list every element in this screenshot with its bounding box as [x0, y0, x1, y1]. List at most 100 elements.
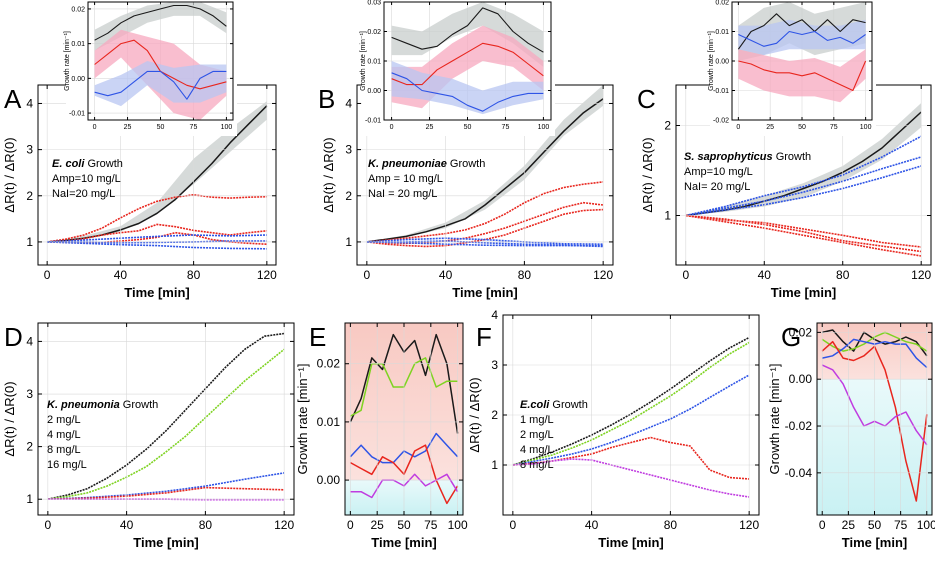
panel-b-ytick-label: 1: [345, 235, 352, 249]
panel-c-inset-ytick-label: 0.02: [715, 0, 729, 7]
panel-a-legend-title-growth: Growth: [84, 158, 123, 170]
panel-d-plot-area: [47, 332, 285, 501]
panel-d-letter: D: [4, 322, 23, 352]
panel-c-ylabel: ΔR(t) / ΔR(0): [640, 137, 655, 212]
panel-d: 0 40 80 120 1 2 3 4 Time [min] ΔR(t) / ΔR(0) D K. p…: [2, 322, 295, 550]
panel-e-xtick-label: 0: [347, 518, 354, 532]
panel-b: 0 40 80 120 1 2 3 4 Time [min] ΔR(t) / ΔR(0) B K. p…: [318, 84, 614, 300]
panel-c-legend-title-growth: Growth: [773, 151, 812, 163]
panel-c-series-1: [685, 135, 922, 217]
panel-f-series-4: [512, 458, 750, 498]
panel-c-series-2: [685, 156, 922, 217]
panel-c-series-4: [685, 214, 922, 248]
panel-d-series-1: [47, 348, 285, 500]
panel-d-xtick-label: 80: [199, 518, 213, 532]
panel-f-series-2: [512, 374, 750, 466]
panel-d-series-2: [47, 472, 285, 500]
panel-f-legend-entry: 4 mg/L: [520, 444, 554, 456]
panel-a-inset-ytick-label: -0.01: [69, 111, 85, 118]
panel-c-xlabel: Time [min]: [771, 285, 837, 300]
panel-b-legend-entry: Amp = 10 mg/L: [368, 173, 443, 185]
panel-b-inset-xtick-label: 100: [538, 124, 550, 131]
panel-d-xtick-label: 0: [45, 518, 52, 532]
panel-d-ytick-label: 4: [26, 334, 33, 348]
panel-f-legend-title: E.coli Growth: [520, 399, 588, 411]
panel-d-ytick-label: 3: [26, 387, 33, 401]
panel-f-ylabel: ΔR(t) / ΔR(0): [467, 377, 482, 452]
panel-c-inset-plot: [737, 2, 867, 103]
panel-c-inset-ytick-label: 0.01: [715, 29, 729, 36]
panel-e-xtick-label: 25: [371, 518, 385, 532]
panel-f-legend-entry: 2 mg/L: [520, 429, 554, 441]
panel-a-ytick-label: 4: [26, 96, 33, 110]
panel-g-letter: G: [781, 322, 801, 352]
panel-b-inset-ytick-label: 0.03: [367, 0, 381, 7]
panel-a-series-4: [47, 234, 267, 243]
panel-f-ytick-label: 2: [491, 408, 498, 422]
panel-f-xtick-label: 40: [585, 518, 599, 532]
panel-b-ylabel: ΔR(t) / ΔR(0): [321, 137, 336, 212]
panel-a-letter: A: [4, 84, 22, 114]
panel-g-ytick-label: 0.00: [789, 372, 813, 386]
panel-c-xtick-label: 80: [836, 268, 850, 282]
panel-a-legend-entry: Amp=10 mg/L: [52, 173, 121, 185]
panel-f-legend-entry: 8 mg/L: [520, 459, 554, 471]
panel-c-inset-xtick-label: 100: [860, 124, 872, 131]
panel-b-inset-series-0: [391, 7, 544, 53]
panel-a-series-6: [47, 241, 267, 250]
panel-c: 0 40 80 120 1 2 Time [min] ΔR(t) / ΔR(0) C S. sap…: [637, 84, 932, 300]
panel-g-ylabel: Growth rate [min⁻¹]: [767, 364, 782, 475]
panel-b-inset-series-1: [391, 42, 544, 86]
panel-c-inset-xtick-label: 50: [798, 124, 806, 131]
panel-e-ytick-label: 0.01: [317, 415, 341, 429]
panel-a-inset-ytick-label: 0.00: [71, 76, 85, 83]
panel-c-inset-series-0: [737, 13, 866, 50]
panel-a-xtick-label: 0: [44, 268, 51, 282]
panel-e-letter: E: [309, 322, 326, 352]
panel-b-letter: B: [318, 84, 335, 114]
panel-b-inset-xtick-label: 75: [502, 124, 510, 131]
panel-a-ytick-label: 2: [26, 189, 33, 203]
panel-b-xtick-label: 80: [518, 268, 532, 282]
panel-c-inset-ytick-label: 0.00: [715, 59, 729, 66]
panel-b-xtick-label: 40: [439, 268, 453, 282]
panel-d-xtick-label: 40: [120, 518, 134, 532]
panel-g-xtick-label: 75: [894, 518, 908, 532]
panel-b-inset-xtick-label: 0: [390, 124, 394, 131]
panel-e-xlabel: Time [min]: [371, 535, 437, 550]
panel-c-xtick-label: 120: [911, 268, 931, 282]
panel-d-legend-entry: 4 mg/L: [47, 429, 81, 441]
panel-e-frame-top: [344, 322, 464, 516]
panel-a-series-2: [47, 223, 267, 243]
panel-a-xlabel: Time [min]: [124, 285, 190, 300]
panel-b-legend-title: K. pneumoniae Growth: [368, 158, 485, 170]
panel-c-inset-xtick-label: 75: [830, 124, 838, 131]
panel-g-xtick-label: 50: [868, 518, 882, 532]
panel-b-series-0: [366, 98, 604, 243]
panel-b-legend-title-growth: Growth: [447, 158, 486, 170]
panel-f-legend-entry: 1 mg/L: [520, 414, 554, 426]
panel-b-ytick-label: 3: [345, 143, 352, 157]
panel-c-letter: C: [637, 84, 656, 114]
panel-d-legend-title-species: K. pneumonia: [47, 399, 120, 411]
panel-a-xtick-label: 40: [114, 268, 128, 282]
panel-b-ytick-label: 2: [345, 189, 352, 203]
panel-b-inset-plot: [391, 2, 544, 115]
panel-d-legend-entry: 2 mg/L: [47, 414, 81, 426]
panel-a-inset-xtick-label: 75: [190, 124, 198, 131]
panel-b-inset-band: [391, 61, 544, 115]
panel-a-inset-band: [94, 2, 227, 51]
panel-b-inset-frame-top: [383, 1, 552, 121]
panel-e-ytick-label: 0.02: [317, 357, 341, 371]
panel-a-xtick-label: 80: [187, 268, 201, 282]
panel-c-inset-frame-top: [731, 1, 873, 121]
panel-c-legend-title-species: S. saprophyticus: [684, 151, 773, 163]
panel-c-inset-series-2: [738, 30, 866, 47]
panel-d-series-3: [47, 486, 285, 500]
panel-b-xlabel: Time [min]: [452, 285, 518, 300]
panel-f-letter: F: [476, 322, 492, 352]
panel-c-band: [685, 103, 922, 216]
panel-c-xtick-label: 0: [682, 268, 689, 282]
panel-c-inset-band: [738, 19, 866, 56]
